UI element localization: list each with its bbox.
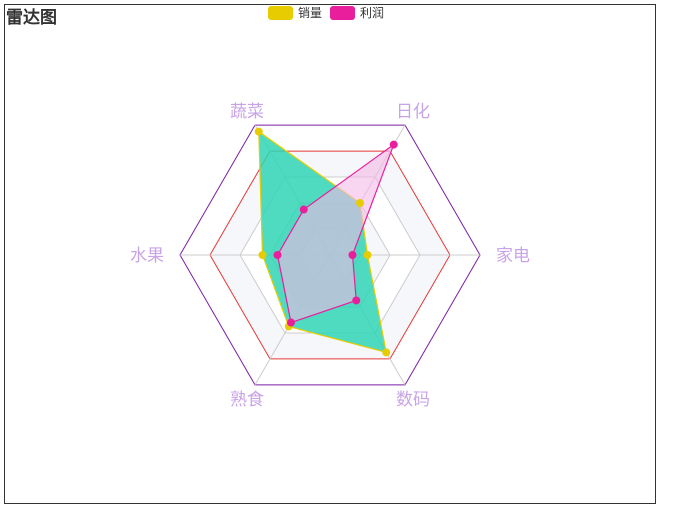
series-0-point-5 (382, 348, 391, 357)
chart-title: 雷达图 (6, 8, 57, 28)
indicator-label-2: 蔬菜 (230, 102, 264, 122)
series-0-point-0 (363, 251, 372, 259)
indicator-label-0: 家电 (496, 246, 530, 266)
legend-swatch-profit (330, 5, 356, 20)
series-1-point-3 (273, 251, 282, 259)
indicator-label-1: 日化 (396, 102, 430, 122)
legend-item-profit[interactable]: 利润 (330, 4, 384, 21)
series-0-point-2 (254, 127, 263, 136)
series-1-point-0 (348, 251, 357, 259)
indicator-label-3: 水果 (130, 246, 164, 266)
legend-label-sales: 销量 (298, 6, 323, 20)
legend-label-profit: 利润 (360, 6, 385, 20)
indicator-label-5: 数码 (396, 390, 430, 410)
series-1-point-1 (389, 140, 398, 149)
indicator-label-4: 熟食 (230, 389, 264, 410)
legend-item-sales[interactable]: 销量 (268, 4, 322, 21)
legend-swatch-sales (268, 5, 293, 20)
series-0-point-1 (356, 199, 364, 208)
series-1-point-2 (299, 205, 308, 214)
series-0-point-3 (258, 251, 267, 259)
legend: 销量 利润 (268, 4, 392, 21)
series-1-point-4 (287, 318, 295, 327)
series-1-point-5 (352, 296, 361, 305)
